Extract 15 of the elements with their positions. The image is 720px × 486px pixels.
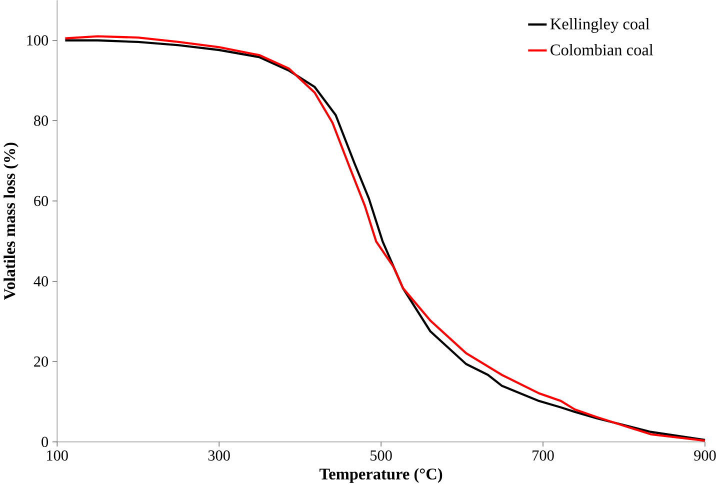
y-tick-label: 100 bbox=[27, 35, 48, 46]
x-tick-label: 300 bbox=[208, 450, 230, 460]
y-tick-label: 0 bbox=[42, 436, 48, 447]
x-tick-label: 900 bbox=[694, 450, 716, 460]
y-tick-label: 20 bbox=[34, 356, 48, 367]
x-tick-label: 700 bbox=[532, 450, 554, 460]
y-tick-label: 60 bbox=[34, 196, 48, 206]
x-axis-title: Temperature (°C) bbox=[319, 468, 442, 483]
legend-label: Colombian coal bbox=[550, 44, 654, 56]
x-tick-label: 100 bbox=[47, 450, 68, 460]
y-tick-label: 80 bbox=[34, 115, 48, 126]
y-tick-label: 40 bbox=[34, 276, 48, 286]
y-axis-title: Volatiles mass loss (%) bbox=[4, 142, 18, 300]
legend-label: Kellingley coal bbox=[550, 18, 650, 33]
x-tick-label: 500 bbox=[370, 450, 392, 460]
